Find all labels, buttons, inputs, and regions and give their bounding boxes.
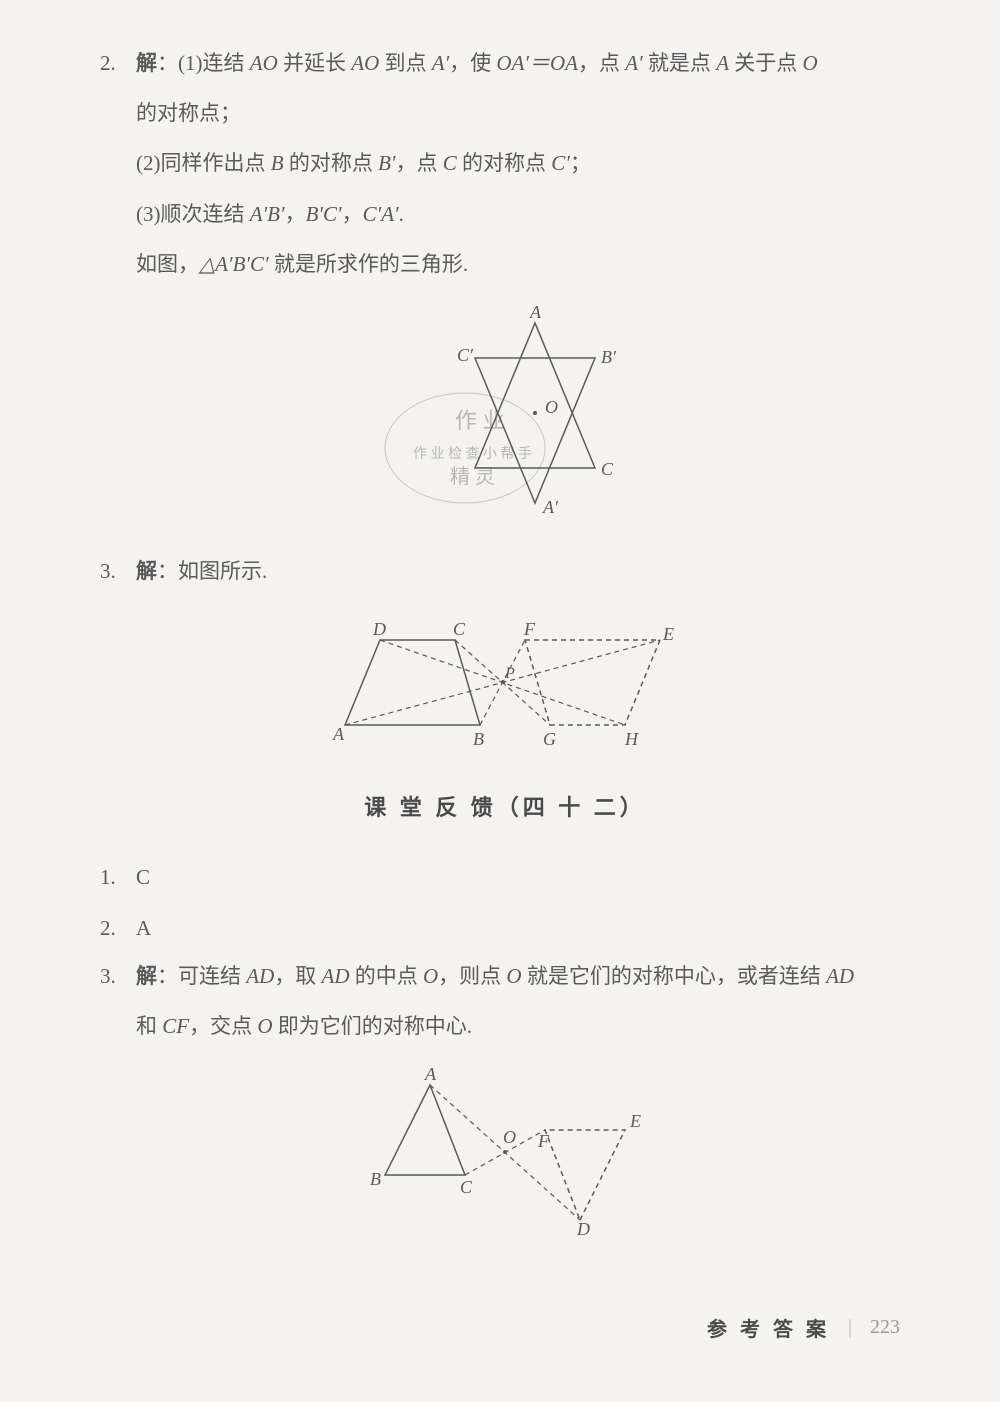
problem-2-body: 解：(1)连结 AO 并延长 AO 到点 A′，使 OA′＝OA，点 A′ 就是… bbox=[136, 40, 910, 291]
footer-label: 参 考 答 案 bbox=[707, 1313, 830, 1342]
problem-2-line-4: (3)顺次连结 A′B′，B′C′，C′A′. bbox=[136, 191, 910, 237]
problem-3b-body: 解：可连结 AD，取 AD 的中点 O，则点 O 就是它们的对称中心，或者连结 … bbox=[136, 953, 910, 1053]
answer-1-value: C bbox=[136, 852, 150, 902]
figure-3-label-B: B bbox=[370, 1169, 381, 1189]
figure-3-label-O: O bbox=[503, 1127, 516, 1147]
problem-3-number: 3. bbox=[100, 548, 136, 598]
figure-3-label-D: D bbox=[576, 1219, 590, 1235]
answer-2-number: 2. bbox=[100, 903, 136, 953]
problem-3: 3. 解：如图所示. bbox=[100, 548, 910, 598]
problem-3-body: 解：如图所示. bbox=[136, 548, 910, 598]
figure-3-container: A B C O F E D bbox=[100, 1065, 910, 1235]
figure-1-label-C: C bbox=[601, 459, 614, 479]
problem-2-line-3: (2)同样作出点 B 的对称点 B′，点 C 的对称点 C′； bbox=[136, 140, 910, 186]
figure-3-label-E: E bbox=[629, 1111, 641, 1131]
figure-1-label-O: O bbox=[545, 397, 558, 417]
answer-2: 2. A bbox=[100, 903, 910, 953]
footer-page-number: 223 bbox=[870, 1316, 900, 1339]
figure-2-label-E: E bbox=[662, 624, 674, 644]
figure-2-label-F: F bbox=[523, 619, 536, 639]
footer-divider: | bbox=[848, 1316, 852, 1339]
problem-3b: 3. 解：可连结 AD，取 AD 的中点 O，则点 O 就是它们的对称中心，或者… bbox=[100, 953, 910, 1053]
figure-1-svg: 作 业 作 业 检 查 小 帮 手 精 灵 A C′ B′ O C A′ bbox=[365, 303, 645, 528]
figure-2-label-G: G bbox=[543, 729, 556, 749]
section-title: 课 堂 反 馈（四 十 二） bbox=[100, 790, 910, 822]
problem-3-line-1: 解：如图所示. bbox=[136, 548, 910, 594]
problem-2-line-5: 如图，△A′B′C′ 就是所求作的三角形. bbox=[136, 241, 910, 287]
figure-2-label-A: A bbox=[332, 724, 345, 744]
figure-3-label-C: C bbox=[460, 1177, 473, 1197]
figure-2-label-H: H bbox=[624, 729, 639, 749]
figure-3-label-A: A bbox=[424, 1065, 437, 1084]
figure-2-container: D C F E A B G H P bbox=[100, 610, 910, 760]
figure-1-label-Cp: C′ bbox=[457, 345, 474, 365]
problem-2: 2. 解：(1)连结 AO 并延长 AO 到点 A′，使 OA′＝OA，点 A′… bbox=[100, 40, 910, 291]
answer-1: 1. C bbox=[100, 852, 910, 902]
figure-3-svg: A B C O F E D bbox=[355, 1065, 655, 1235]
figure-2-label-B: B bbox=[473, 729, 484, 749]
answer-1-number: 1. bbox=[100, 852, 136, 902]
figure-2-label-P: P bbox=[504, 665, 515, 682]
problem-3b-line-1: 解：可连结 AD，取 AD 的中点 O，则点 O 就是它们的对称中心，或者连结 … bbox=[136, 953, 910, 999]
figure-2-label-C: C bbox=[453, 619, 466, 639]
answer-2-value: A bbox=[136, 903, 151, 953]
problem-2-number: 2. bbox=[100, 40, 136, 291]
figure-1-label-Ap: A′ bbox=[542, 497, 559, 517]
figure-1-label-A: A bbox=[529, 303, 542, 322]
problem-3b-line-2: 和 CF，交点 O 即为它们的对称中心. bbox=[136, 1003, 910, 1049]
figure-1-container: 作 业 作 业 检 查 小 帮 手 精 灵 A C′ B′ O C A′ bbox=[100, 303, 910, 528]
figure-2-svg: D C F E A B G H P bbox=[325, 610, 685, 760]
problem-2-line-2: 的对称点； bbox=[136, 90, 910, 136]
problem-3b-number: 3. bbox=[100, 953, 136, 1053]
figure-2-label-D: D bbox=[372, 619, 386, 639]
figure-1-label-Bp: B′ bbox=[601, 347, 617, 367]
page-footer: 参 考 答 案 | 223 bbox=[707, 1313, 900, 1342]
figure-3-label-F: F bbox=[537, 1131, 550, 1151]
problem-2-line-1: 解：(1)连结 AO 并延长 AO 到点 A′，使 OA′＝OA，点 A′ 就是… bbox=[136, 40, 910, 86]
